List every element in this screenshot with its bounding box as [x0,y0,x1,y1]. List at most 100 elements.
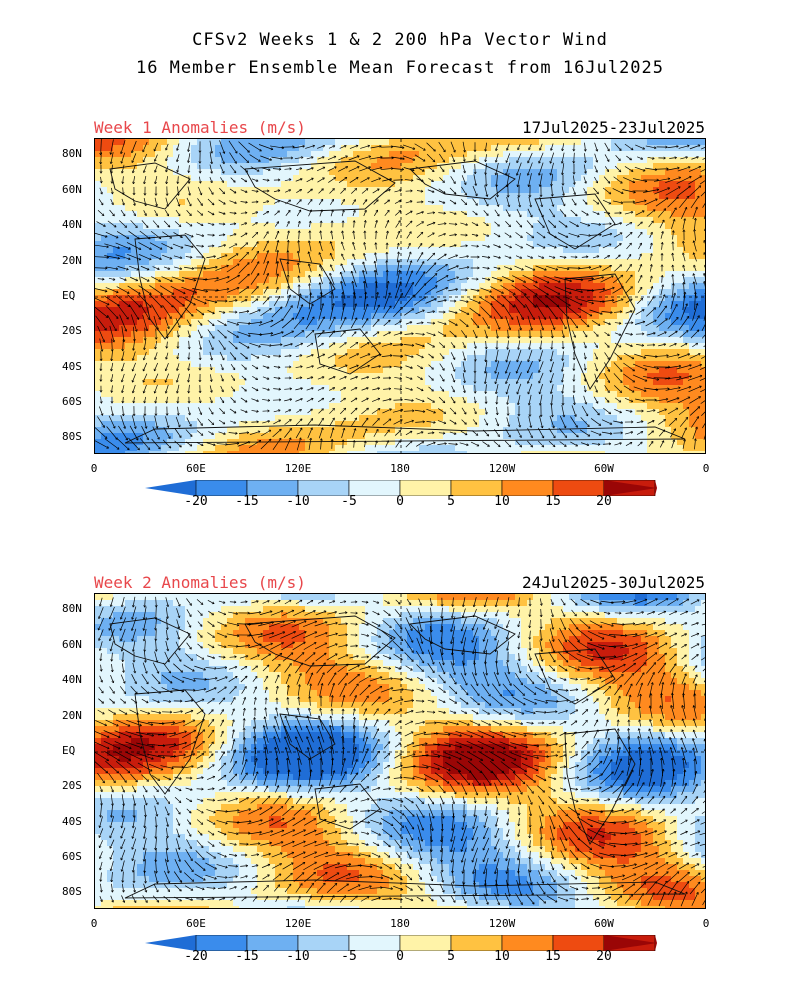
anomaly-cell [695,355,702,362]
anomaly-cell [623,379,630,386]
anomaly-cell [557,205,564,212]
anomaly-cell [245,241,252,248]
anomaly-cell [95,259,102,266]
anomaly-cell [671,331,678,338]
anomaly-cell [149,205,156,212]
anomaly-cell [377,343,384,350]
anomaly-cell [203,205,210,212]
anomaly-cell [365,343,372,350]
anomaly-cell [617,367,624,374]
anomaly-cell [281,307,288,314]
anomaly-cell [125,205,132,212]
anomaly-cell [311,349,318,356]
anomaly-cell [671,283,678,290]
anomaly-cell [671,145,678,152]
anomaly-cell [455,229,462,236]
anomaly-cell [689,205,696,212]
anomaly-cell [269,157,276,164]
anomaly-cell [557,307,564,314]
anomaly-cell [143,169,150,176]
anomaly-cell [161,361,168,368]
anomaly-cell [251,151,258,158]
anomaly-cell [353,139,360,146]
anomaly-cell [233,343,240,350]
anomaly-cell [209,307,216,314]
anomaly-cell [491,163,498,170]
anomaly-cell [125,151,132,158]
anomaly-cell [323,421,330,428]
anomaly-cell [479,247,486,254]
anomaly-cell [215,235,222,242]
anomaly-cell [149,187,156,194]
anomaly-cell [431,205,438,212]
anomaly-cell [683,241,690,248]
anomaly-cell [155,139,162,146]
anomaly-cell [203,247,210,254]
anomaly-cell [605,319,612,326]
anomaly-cell [155,289,162,296]
anomaly-cell [161,379,168,386]
anomaly-cell [293,385,300,392]
anomaly-cell [377,199,384,206]
anomaly-cell [263,307,270,314]
anomaly-cell [167,307,174,314]
anomaly-cell [485,271,492,278]
anomaly-cell [647,277,654,284]
anomaly-cell [323,373,330,380]
anomaly-cell [119,397,126,404]
anomaly-cell [593,259,600,266]
anomaly-cell [689,331,696,338]
anomaly-cell [407,355,414,362]
anomaly-cell [251,409,258,416]
anomaly-cell [647,427,654,434]
anomaly-cell [233,259,240,266]
anomaly-cell [359,403,366,410]
anomaly-cell [455,337,462,344]
anomaly-cell [227,379,234,386]
anomaly-cell [281,325,288,332]
anomaly-cell [659,193,666,200]
anomaly-cell [233,295,240,302]
anomaly-cell [677,217,684,224]
anomaly-cell [161,175,168,182]
anomaly-cell [437,325,444,332]
anomaly-cell [527,157,534,164]
anomaly-cell [557,415,564,422]
anomaly-cell [383,277,390,284]
anomaly-cell [509,403,516,410]
anomaly-cell [635,169,642,176]
anomaly-cell [239,313,246,320]
anomaly-cell [227,217,234,224]
anomaly-cell [257,199,264,206]
anomaly-cell [179,181,186,188]
anomaly-cell [383,295,390,302]
anomaly-cell [509,265,516,272]
anomaly-cell [401,265,408,272]
anomaly-cell [509,193,516,200]
anomaly-cell [473,289,480,296]
anomaly-cell [161,307,168,314]
anomaly-cell [215,169,222,176]
anomaly-cell [629,151,636,158]
anomaly-cell [203,331,210,338]
anomaly-cell [149,199,156,206]
anomaly-cell [443,301,450,308]
anomaly-cell [215,247,222,254]
anomaly-cell [653,139,660,146]
anomaly-cell [173,205,180,212]
anomaly-cell [131,361,138,368]
anomaly-cell [515,277,522,284]
anomaly-cell [371,139,378,146]
anomaly-cell [359,319,366,326]
anomaly-cell [449,283,456,290]
anomaly-cell [641,271,648,278]
anomaly-cell [401,397,408,404]
anomaly-cell [371,205,378,212]
anomaly-cell [137,337,144,344]
anomaly-cell [263,187,270,194]
anomaly-cell [593,361,600,368]
anomaly-cell [605,175,612,182]
anomaly-cell [467,169,474,176]
anomaly-cell [113,367,120,374]
anomaly-cell [437,331,444,338]
